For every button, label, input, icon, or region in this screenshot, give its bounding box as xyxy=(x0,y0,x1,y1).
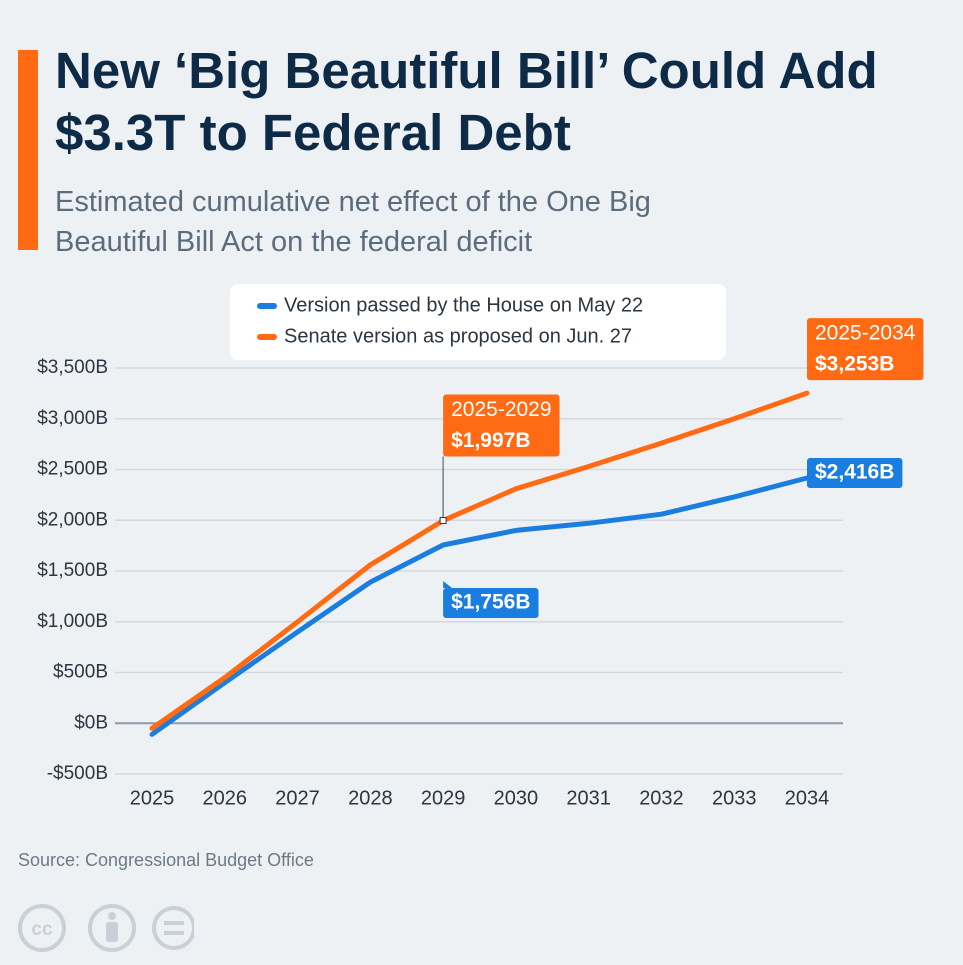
y-tick-label: $1,500B xyxy=(37,560,108,581)
legend-box xyxy=(230,284,726,360)
legend: Version passed by the House on May 22 Sen… xyxy=(230,284,726,360)
x-tick-label: 2034 xyxy=(785,787,830,809)
y-tick-label: $1,000B xyxy=(37,611,108,632)
y-tick-label: $500B xyxy=(53,662,108,683)
title: New ‘Big Beautiful Bill’ Could Add $3.3T… xyxy=(55,42,878,161)
y-tick-label: $2,500B xyxy=(37,459,108,480)
x-tick-label: 2026 xyxy=(203,787,248,809)
data-label-text: $2,416B xyxy=(815,461,894,484)
y-tick-label: $0B xyxy=(74,712,108,733)
accent-bar xyxy=(18,50,38,250)
data-label-box xyxy=(807,318,924,381)
svg-text:cc: cc xyxy=(31,919,53,940)
source: Source: Congressional Budget Office xyxy=(18,850,314,870)
series-line xyxy=(149,475,810,737)
data-label-text: $1,756B xyxy=(451,591,530,614)
legend-label: Version passed by the House on May 22 xyxy=(284,294,643,316)
data-label-text: $1,997B xyxy=(451,429,530,452)
x-tick-label: 2030 xyxy=(494,787,539,809)
point-marker xyxy=(439,517,447,525)
x-tick-label: 2025 xyxy=(130,787,175,809)
data-label-box xyxy=(443,588,539,619)
data-label-text: $3,253B xyxy=(815,353,894,376)
y-tick-label: -$500B xyxy=(47,763,108,784)
x-tick-label: 2032 xyxy=(639,787,684,809)
data-label: 2025-2029 $1,997B xyxy=(439,394,560,525)
subtitle: Estimated cumulative net effect of the O… xyxy=(55,186,651,258)
series-line xyxy=(149,390,810,731)
x-tick-label: 2029 xyxy=(421,787,466,809)
y-tick-label: $3,000B xyxy=(37,408,108,429)
label-pointer xyxy=(443,581,453,589)
data-label-box xyxy=(807,458,903,489)
annotation-text: 2025-2029 xyxy=(451,398,551,421)
data-label: $2,416B xyxy=(807,458,903,489)
data-label: $1,756B xyxy=(443,581,539,619)
license-icons: cc xyxy=(18,904,194,952)
y-tick-label: $2,000B xyxy=(37,509,108,530)
annotation-text: 2025-2034 xyxy=(815,322,916,345)
x-tick-label: 2028 xyxy=(348,787,393,809)
x-tick-label: 2027 xyxy=(275,787,320,809)
legend-label: Senate version as proposed on Jun. 27 xyxy=(284,325,632,347)
y-tick-label: $3,500B xyxy=(37,357,108,378)
x-tick-label: 2033 xyxy=(712,787,757,809)
data-label-box xyxy=(443,394,560,457)
data-label: 2025-2034 $3,253B xyxy=(807,318,924,381)
x-tick-label: 2031 xyxy=(566,787,611,809)
